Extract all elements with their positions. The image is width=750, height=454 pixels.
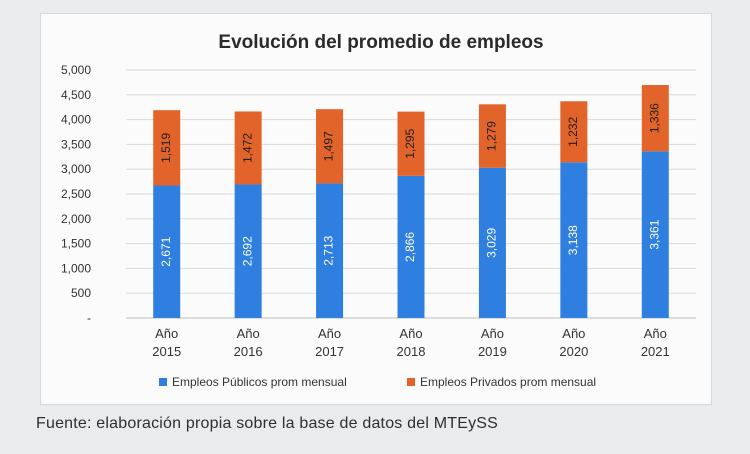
chart-title: Evolución del promedio de empleos [218,32,543,53]
bar-privados [560,101,588,163]
data-label: 1,232 [566,116,580,146]
x-tick-label: Año [237,326,260,341]
y-tick-label: 500 [71,286,91,300]
y-tick-label: 3,000 [61,162,91,176]
data-label: 2,692 [240,236,254,266]
data-label: 3,361 [647,219,661,249]
y-tick-label: 2,000 [61,212,91,226]
data-label: 3,029 [485,228,499,258]
legend-swatch [407,378,415,386]
x-tick-label: Año [644,326,667,341]
legend-label: Empleos Privados prom mensual [420,375,596,389]
bar-publicos [234,184,262,318]
x-tick-label: 2015 [152,344,181,359]
data-label: 2,866 [403,232,417,262]
x-tick-label: 2020 [559,344,588,359]
x-tick-label: 2016 [234,344,263,359]
y-tick-label: 5,000 [61,63,91,77]
source-note: Fuente: elaboración propia sobre la base… [36,415,499,432]
bar-privados [478,104,506,168]
x-tick-label: 2018 [397,344,426,359]
data-label: 1,279 [485,121,499,151]
legend-label: Empleos Públicos prom mensual [172,375,347,389]
bar-publicos [641,151,669,318]
bar-privados [641,85,669,152]
data-label: 1,295 [403,128,417,158]
bar-privados [397,111,425,176]
y-tick-label: 1,000 [61,261,91,275]
data-label: 2,671 [159,236,173,266]
data-label: 2,713 [322,235,336,265]
y-tick-label: 4,000 [61,113,91,127]
data-label: 1,519 [159,133,173,163]
chart-card: Evolución del promedio de empleos - 500 1,0… [40,13,712,405]
y-tick-label: 1,500 [61,237,91,251]
y-tick-label: - [87,311,91,325]
data-label: 1,472 [240,133,254,163]
x-tick-label: Año [155,326,178,341]
x-tick-label: Año [399,326,422,341]
data-label: 3,138 [566,225,580,255]
x-tick-label: Año [481,326,504,341]
data-label: 1,336 [647,103,661,133]
x-tick-label: Año [562,326,585,341]
legend-swatch [159,378,167,386]
bar-publicos [560,162,588,318]
stacked-bar-chart: Evolución del promedio de empleos - 500 1,0… [61,32,696,389]
y-tick-label: 3,500 [61,137,91,151]
x-tick-label: 2017 [315,344,344,359]
bar-privados [234,111,262,185]
data-label: 1,497 [322,131,336,161]
bar-publicos [153,185,181,318]
bar-publicos [397,175,425,318]
x-tick-label: 2021 [641,344,670,359]
bar-privados [316,109,344,184]
y-tick-label: 4,500 [61,88,91,102]
bar-publicos [316,183,344,318]
bar-privados [153,110,181,186]
x-tick-label: 2019 [478,344,507,359]
y-tick-label: 2,500 [61,187,91,201]
x-tick-label: Año [318,326,341,341]
bar-publicos [478,167,506,318]
